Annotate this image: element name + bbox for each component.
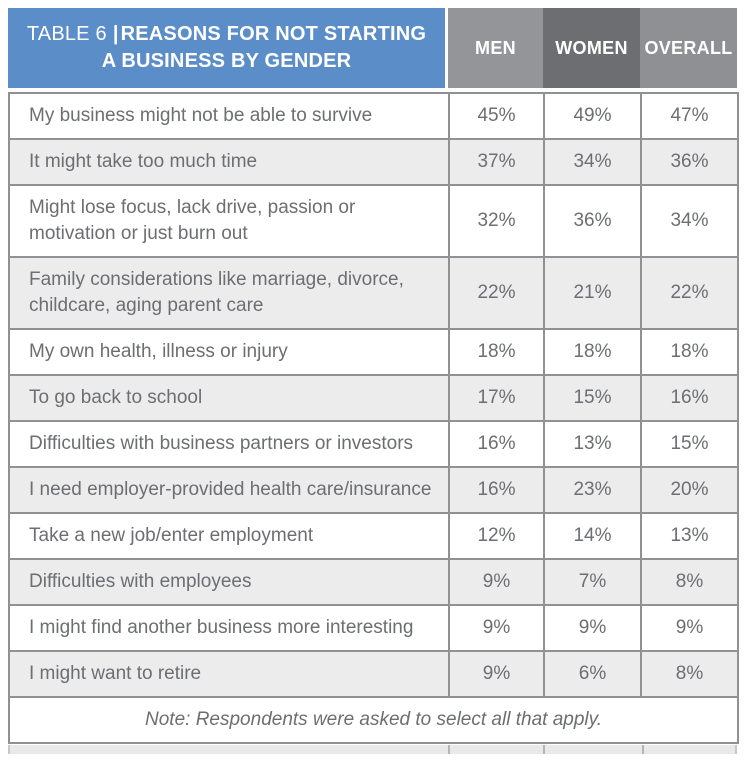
value-cell-men: 16%	[448, 466, 545, 514]
value-cell-overall: 34%	[640, 184, 739, 258]
table-row: To go back to school 17% 15% 16%	[8, 374, 739, 422]
column-divider-tick	[543, 745, 545, 754]
table-row: I might find another business more inter…	[8, 604, 739, 652]
value-cell-women: 21%	[543, 256, 642, 330]
value-cell-overall: 8%	[640, 558, 739, 606]
value-cell-men: 32%	[448, 184, 545, 258]
value-cell-women: 13%	[543, 420, 642, 468]
reason-cell: I need employer-provided health care/ins…	[8, 466, 450, 514]
value-cell-overall: 13%	[640, 512, 739, 560]
reason-cell: It might take too much time	[8, 138, 450, 186]
value-cell-men: 37%	[448, 138, 545, 186]
table-row: Family considerations like marriage, div…	[8, 256, 739, 330]
value-cell-women: 34%	[543, 138, 642, 186]
value-cell-women: 6%	[543, 650, 642, 698]
table-title-cell: TABLE 6 | REASONS FOR NOT STARTING A BUSIN…	[8, 8, 445, 88]
header-row: TABLE 6 | REASONS FOR NOT STARTING A BUSIN…	[8, 8, 737, 88]
value-cell-overall: 36%	[640, 138, 739, 186]
table-row: Difficulties with business partners or i…	[8, 420, 739, 468]
value-cell-overall: 16%	[640, 374, 739, 422]
value-cell-men: 9%	[448, 650, 545, 698]
value-cell-women: 18%	[543, 328, 642, 376]
column-header-overall: OVERALL	[640, 8, 737, 88]
value-cell-overall: 15%	[640, 420, 739, 468]
table-row: My business might not be able to survive…	[8, 92, 739, 140]
table-row: I might want to retire 9% 6% 8%	[8, 650, 739, 698]
table-row: Take a new job/enter employment 12% 14% 13%	[8, 512, 739, 560]
value-cell-overall: 8%	[640, 650, 739, 698]
value-cell-men: 22%	[448, 256, 545, 330]
value-cell-men: 17%	[448, 374, 545, 422]
table-row: Difficulties with employees 9% 7% 8%	[8, 558, 739, 606]
reason-cell: I might find another business more inter…	[8, 604, 450, 652]
table-body: My business might not be able to survive…	[8, 92, 739, 698]
value-cell-men: 12%	[448, 512, 545, 560]
value-cell-men: 9%	[448, 604, 545, 652]
column-divider-tick	[448, 745, 450, 754]
value-cell-overall: 22%	[640, 256, 739, 330]
value-cell-overall: 20%	[640, 466, 739, 514]
value-cell-men: 18%	[448, 328, 545, 376]
reason-cell: My own health, illness or injury	[8, 328, 450, 376]
value-cell-men: 45%	[448, 92, 545, 140]
reasons-table: My business might not be able to survive…	[8, 92, 739, 744]
value-cell-overall: 18%	[640, 328, 739, 376]
column-divider-tick	[642, 745, 644, 754]
value-cell-women: 9%	[543, 604, 642, 652]
reason-cell: Family considerations like marriage, div…	[8, 256, 450, 330]
table-row: Might lose focus, lack drive, passion or…	[8, 184, 739, 258]
table-note: Note: Respondents were asked to select a…	[8, 696, 739, 744]
table-row: My own health, illness or injury 18% 18% 18…	[8, 328, 739, 376]
value-cell-overall: 9%	[640, 604, 739, 652]
reason-cell: To go back to school	[8, 374, 450, 422]
table-row: I need employer-provided health care/ins…	[8, 466, 739, 514]
reason-cell: Might lose focus, lack drive, passion or…	[8, 184, 450, 258]
value-cell-women: 23%	[543, 466, 642, 514]
table-title-text: REASONS FOR NOT STARTING A BUSINESS BY G…	[101, 23, 427, 72]
value-cell-overall: 47%	[640, 92, 739, 140]
table-title: TABLE 6 | REASONS FOR NOT STARTING A BUSIN…	[26, 21, 428, 75]
reason-cell: I might want to retire	[8, 650, 450, 698]
reason-cell: Difficulties with employees	[8, 558, 450, 606]
column-header-women: WOMEN	[543, 8, 640, 88]
value-cell-men: 9%	[448, 558, 545, 606]
value-cell-women: 15%	[543, 374, 642, 422]
table-row: It might take too much time 37% 34% 36%	[8, 138, 739, 186]
column-header-men: MEN	[448, 8, 543, 88]
reason-cell: My business might not be able to survive	[8, 92, 450, 140]
value-cell-men: 16%	[448, 420, 545, 468]
table-number-label: TABLE 6	[26, 23, 107, 45]
value-cell-women: 36%	[543, 184, 642, 258]
title-separator: |	[112, 23, 119, 45]
reason-cell: Take a new job/enter employment	[8, 512, 450, 560]
value-cell-women: 49%	[543, 92, 642, 140]
reason-cell: Difficulties with business partners or i…	[8, 420, 450, 468]
cropped-next-row	[8, 745, 737, 754]
value-cell-women: 14%	[543, 512, 642, 560]
note-row: Note: Respondents were asked to select a…	[8, 696, 739, 744]
value-cell-women: 7%	[543, 558, 642, 606]
